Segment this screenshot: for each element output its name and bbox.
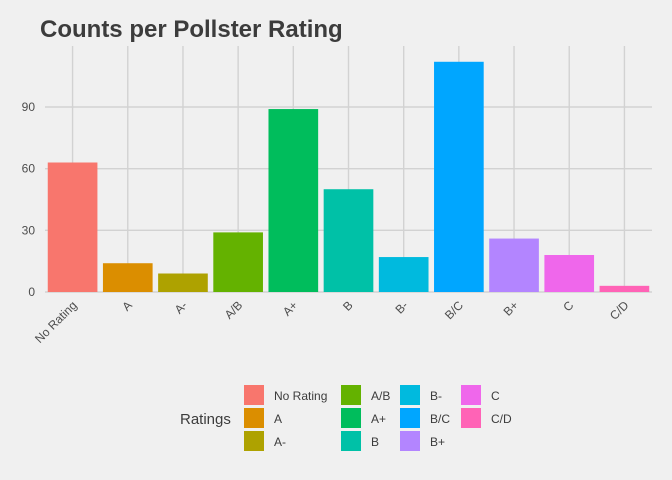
x-tick-label: No Rating xyxy=(32,298,80,346)
x-tick-label: A xyxy=(119,298,135,314)
y-axis-ticks: 0 30 60 90 xyxy=(22,100,36,299)
legend-key xyxy=(341,431,361,451)
bar-b xyxy=(489,238,539,292)
y-tick-label: 90 xyxy=(22,100,36,114)
bar-a xyxy=(102,263,153,292)
bar-b-c xyxy=(434,61,484,293)
legend-key xyxy=(400,408,420,428)
legend-label: C xyxy=(491,389,500,403)
legend-label: No Rating xyxy=(274,389,327,403)
bars xyxy=(47,61,650,293)
legend-label: B/C xyxy=(430,412,450,426)
x-tick-label: C xyxy=(560,298,576,314)
legend-title: Ratings xyxy=(180,411,231,428)
x-axis-ticks: No Rating A A- A/B A+ B B- B/C B+ C C/D xyxy=(32,298,632,346)
x-tick-label: B- xyxy=(392,298,410,316)
legend-key xyxy=(400,385,420,405)
legend-label: B xyxy=(371,435,379,449)
legend-key xyxy=(400,431,420,451)
bar-b xyxy=(378,257,429,292)
legend-label: A- xyxy=(274,435,286,449)
x-tick-label: B/C xyxy=(442,298,466,322)
legend-key xyxy=(461,408,481,428)
x-tick-label: A- xyxy=(172,298,190,316)
legend-key xyxy=(244,385,264,405)
legend-key xyxy=(461,385,481,405)
x-tick-label: B xyxy=(340,298,356,314)
bar-a xyxy=(158,273,208,292)
bar-a xyxy=(268,109,319,292)
x-tick-label: B+ xyxy=(501,298,522,319)
y-tick-label: 0 xyxy=(28,285,35,299)
legend: Ratings No Rating A A- A/B A+ B B- B/C B+ C C/D xyxy=(180,385,512,451)
legend-label: B+ xyxy=(430,435,445,449)
x-tick-label: C/D xyxy=(607,298,632,323)
x-tick-label: A+ xyxy=(280,298,301,319)
y-tick-label: 30 xyxy=(22,223,36,237)
bar-c xyxy=(544,255,595,292)
chart-title: Counts per Pollster Rating xyxy=(40,16,343,43)
legend-key xyxy=(341,408,361,428)
legend-key xyxy=(341,385,361,405)
y-tick-label: 60 xyxy=(22,162,36,176)
bar-c-d xyxy=(599,285,650,292)
bar-b xyxy=(323,189,374,292)
legend-label: C/D xyxy=(491,412,512,426)
legend-key xyxy=(244,431,264,451)
legend-key xyxy=(244,408,264,428)
legend-label: A+ xyxy=(371,412,386,426)
bar-no-rating xyxy=(47,162,98,292)
legend-label: B- xyxy=(430,389,442,403)
x-tick-label: A/B xyxy=(222,298,246,322)
legend-label: A xyxy=(274,412,282,426)
legend-label: A/B xyxy=(371,389,390,403)
bar-a-b xyxy=(213,232,263,292)
